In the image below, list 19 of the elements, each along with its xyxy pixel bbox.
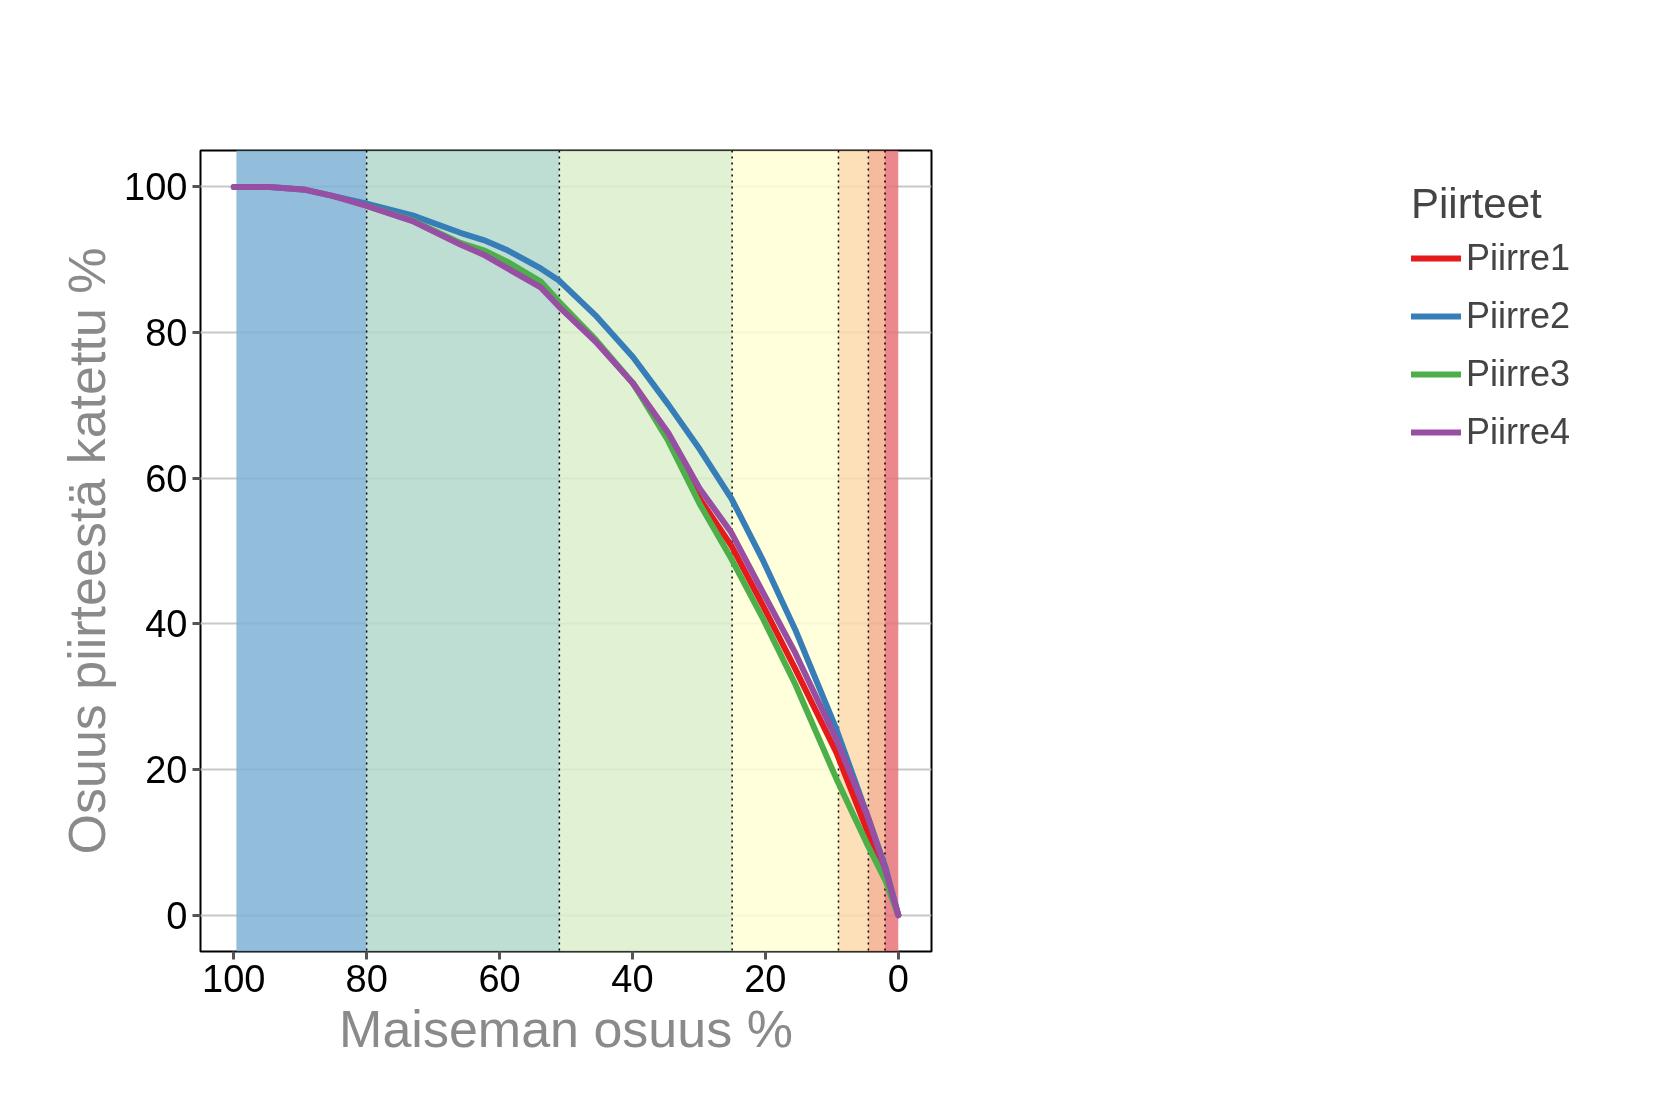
legend-label: Piirre2	[1465, 294, 1570, 338]
x-tick-label: 60	[478, 957, 521, 1000]
legend-label: Piirre4	[1465, 410, 1570, 454]
y-tick-label: 100	[124, 166, 188, 209]
legend-label: Piirre1	[1465, 236, 1570, 280]
y-tick-label: 80	[145, 312, 188, 355]
legend-label: Piirre3	[1465, 352, 1570, 396]
y-tick-label: 60	[145, 457, 188, 500]
x-tick-label: 0	[887, 957, 909, 1000]
y-tick-label: 20	[145, 748, 188, 791]
x-axis-title: Maiseman osuus %	[339, 999, 793, 1058]
legend-title: Piirteet	[1410, 180, 1543, 228]
x-tick-label: 20	[744, 957, 787, 1000]
x-tick-label: 80	[345, 957, 388, 1000]
y-tick-label: 40	[145, 603, 188, 646]
y-tick-label: 0	[166, 894, 188, 937]
x-tick-label: 100	[202, 957, 266, 1000]
y-axis-title: Osuus piirteestä katettu %	[58, 247, 117, 855]
x-tick-label: 40	[611, 957, 654, 1000]
